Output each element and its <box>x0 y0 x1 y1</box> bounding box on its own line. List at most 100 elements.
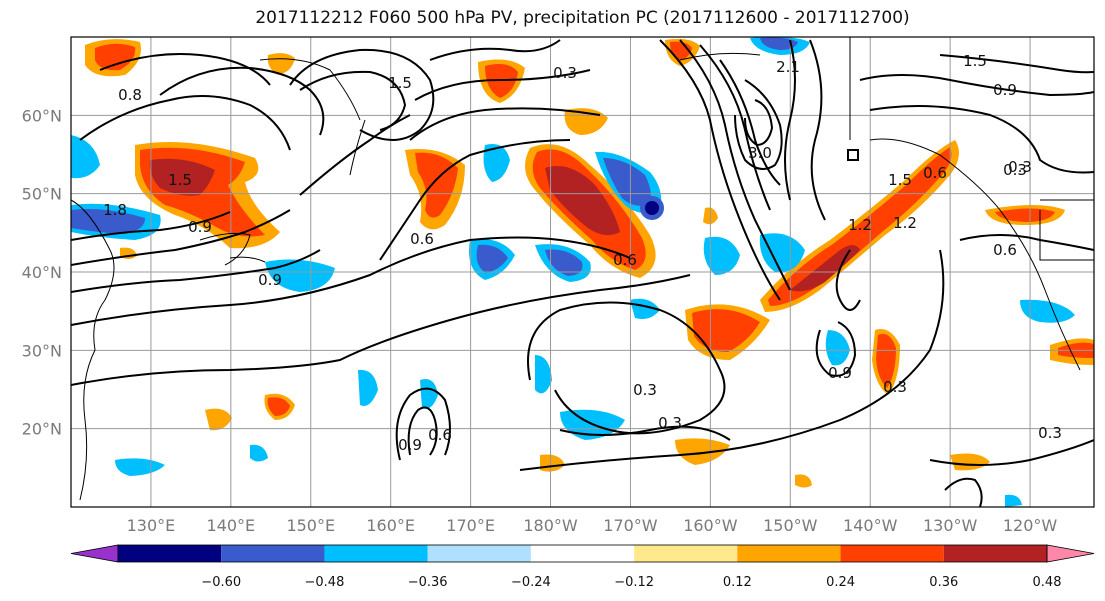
contour-label: 0.6 <box>613 251 637 269</box>
shade-area <box>759 233 805 273</box>
shade-area <box>1020 299 1075 323</box>
lon-tick-label: 150°W <box>763 516 818 535</box>
pv-contour <box>699 44 771 211</box>
shade-area <box>267 397 290 416</box>
colorbar-tick-label: 0.36 <box>929 575 958 590</box>
lon-tick-label: 130°E <box>127 516 176 535</box>
colorbar-box <box>737 545 841 562</box>
shade-area <box>358 369 378 406</box>
chart-title: 2017112212 F060 500 hPa PV, precipitatio… <box>255 8 910 28</box>
pv-contour <box>859 74 1094 97</box>
shade-area <box>1005 494 1022 507</box>
contour-label: 0.3 <box>1003 161 1027 179</box>
contour-label: 1.8 <box>103 201 127 219</box>
pv-contour <box>71 236 631 326</box>
lon-tick-labels: 130°E 140°E 150°E 160°E 170°E 180°W 170°W 160°W… <box>127 516 1058 535</box>
pv-contour <box>959 234 1094 251</box>
lon-tick-label: 170°E <box>446 516 495 535</box>
colorbar-box <box>634 545 738 562</box>
colorbar-labels: −0.60 −0.48 −0.36 −0.24 −0.12 0.12 0.24 0.36 0.4… <box>201 575 1062 590</box>
contour-labels: 0.81.52.1 1.50.90.30.31.51.20.90.90.60.61… <box>103 52 1062 454</box>
colorbar-tick-label: −0.12 <box>614 575 654 590</box>
pv-contours <box>71 39 1094 507</box>
colorbar-box <box>840 545 944 562</box>
pv-contour <box>409 107 601 141</box>
contour-label: 1.2 <box>893 214 917 232</box>
contour-label: 0.3 <box>883 378 907 396</box>
pv-contour <box>835 249 861 311</box>
pv-contour <box>519 249 945 471</box>
colorbar-box <box>530 545 635 562</box>
shade-area <box>675 438 730 465</box>
shade-area <box>95 43 136 71</box>
contour-label: 1.2 <box>848 216 872 234</box>
contour-label: 0.9 <box>993 81 1017 99</box>
lat-tick-labels: 20°N 30°N 40°N 50°N 60°N <box>22 106 62 438</box>
shade-area <box>71 135 100 179</box>
shade-area <box>420 379 438 409</box>
graticule <box>71 37 1094 507</box>
colorbar-tick-label: −0.24 <box>511 575 551 590</box>
shade-area <box>115 458 165 476</box>
coastline <box>199 232 251 266</box>
pv-contour <box>944 477 983 507</box>
lon-tick-label: 160°E <box>366 516 415 535</box>
pv-contour <box>99 53 271 86</box>
shade-area <box>71 209 145 234</box>
lat-tick-label: 40°N <box>22 263 62 282</box>
shade-area <box>149 158 215 196</box>
shade-area <box>950 453 990 471</box>
colorbar-box <box>427 545 531 562</box>
pv-contour <box>929 439 1094 466</box>
contour-label: 1.5 <box>168 171 192 189</box>
shade-area <box>476 244 508 273</box>
lon-tick-label: 120°W <box>1003 516 1058 535</box>
pv-contour <box>744 99 774 147</box>
shade-area <box>540 454 565 472</box>
contour-label: 1.5 <box>388 74 412 92</box>
lon-tick-label: 180°W <box>523 516 578 535</box>
lon-tick-label: 130°W <box>923 516 978 535</box>
pv-contour <box>847 149 859 161</box>
shade-area <box>790 245 860 292</box>
colorbar-box <box>943 545 1047 562</box>
colorbar-tick-label: −0.36 <box>408 575 448 590</box>
shade-area <box>645 201 659 215</box>
colorbar-tick-label: −0.48 <box>305 575 345 590</box>
shade-area <box>692 309 760 352</box>
coastline <box>71 199 115 501</box>
coastline <box>679 52 761 61</box>
lon-tick-label: 160°W <box>683 516 738 535</box>
shade-area <box>825 330 850 366</box>
pv-contour <box>407 406 438 456</box>
pv-contour <box>659 39 781 301</box>
pv-contour <box>719 59 781 186</box>
contour-label: 0.3 <box>1038 424 1062 442</box>
contour-label: 0.9 <box>188 218 212 236</box>
contour-label: 0.9 <box>258 271 282 289</box>
coastline <box>229 256 266 263</box>
lat-tick-label: 50°N <box>22 185 62 204</box>
shade-area <box>265 259 335 292</box>
pv-contour <box>734 79 783 170</box>
pv-contour <box>379 139 571 261</box>
pv-contour <box>71 249 321 293</box>
colorbar-box <box>324 545 428 562</box>
coastlines <box>71 37 1094 501</box>
shade-area <box>483 144 510 182</box>
colorbar-tick-label: 0.48 <box>1033 575 1062 590</box>
pv-contour <box>299 70 407 131</box>
shade-area <box>703 236 740 275</box>
shade-area <box>768 147 952 306</box>
lon-tick-label: 140°E <box>207 516 256 535</box>
contour-label: 0.3 <box>633 381 657 399</box>
lon-tick-label: 140°W <box>843 516 898 535</box>
pv-contour <box>784 39 796 201</box>
shade-area <box>205 408 232 431</box>
shade-area <box>876 333 896 388</box>
coastline <box>869 138 1081 371</box>
pv-contour <box>939 54 1094 74</box>
colorbar-tick-label: 0.12 <box>723 575 752 590</box>
pv-contour <box>679 39 791 291</box>
contour-label: 0.6 <box>993 241 1017 259</box>
